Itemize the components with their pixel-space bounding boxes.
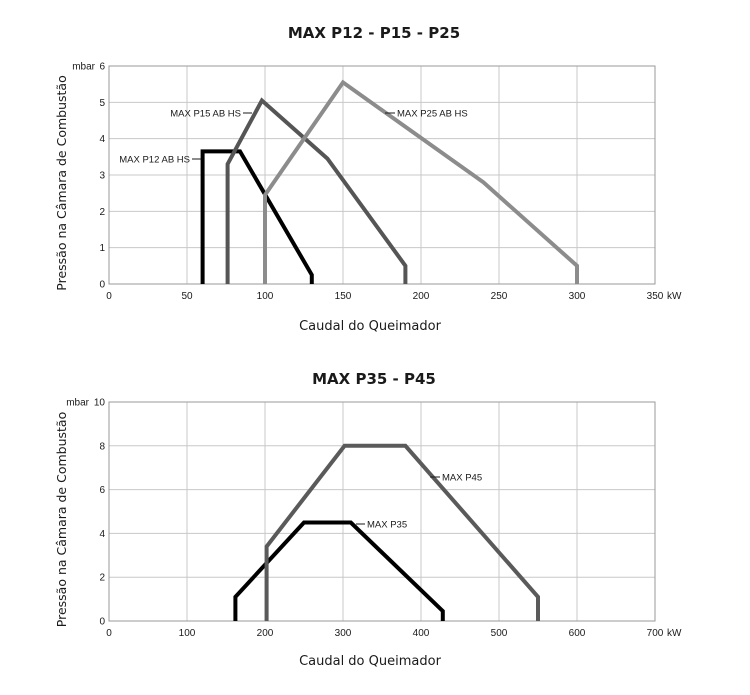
series-line-max-p25-ab-hs bbox=[263, 79, 579, 284]
x-tick-label: 300 bbox=[335, 628, 352, 639]
x-tick-label: 300 bbox=[569, 291, 586, 302]
x-tick-label: 200 bbox=[257, 628, 274, 639]
x-tick-label: 50 bbox=[181, 291, 193, 302]
x-tick-label: 600 bbox=[569, 628, 586, 639]
y-axis-label: Pressão na Câmara de Combustão bbox=[54, 412, 69, 627]
y-tick-label: 2 bbox=[99, 207, 105, 218]
y-tick-label: 4 bbox=[99, 529, 105, 540]
series-label: MAX P12 AB HS bbox=[119, 155, 190, 166]
series-line-max-p12-ab-hs bbox=[200, 149, 314, 284]
y-tick-label: 1 bbox=[99, 243, 105, 254]
plot-frame bbox=[108, 65, 656, 285]
x-tick-label: 200 bbox=[413, 291, 430, 302]
chart-title: MAX P12 - P15 - P25 bbox=[288, 24, 460, 42]
x-tick-label: 0 bbox=[106, 291, 112, 302]
x-tick-label: 500 bbox=[491, 628, 508, 639]
y-axis-label: Pressão na Câmara de Combustão bbox=[54, 75, 69, 290]
y-unit-label: mbar bbox=[72, 62, 95, 73]
y-tick-label: 0 bbox=[99, 280, 105, 291]
series-label: MAX P25 AB HS bbox=[397, 109, 468, 120]
y-tick-label: 6 bbox=[99, 485, 105, 496]
x-tick-label: 400 bbox=[413, 628, 430, 639]
y-unit-label: mbar bbox=[66, 398, 89, 409]
y-tick-label: 6 bbox=[99, 62, 105, 73]
x-tick-label: 150 bbox=[335, 291, 352, 302]
x-tick-label: 250 bbox=[491, 291, 508, 302]
y-tick-label: 8 bbox=[99, 441, 105, 452]
series-line-max-p45 bbox=[264, 443, 540, 621]
x-tick-label: 350 bbox=[647, 291, 664, 302]
chart-title: MAX P35 - P45 bbox=[312, 370, 436, 388]
x-tick-label: 0 bbox=[106, 628, 112, 639]
y-tick-label: 10 bbox=[94, 398, 106, 409]
series-label: MAX P45 bbox=[442, 473, 482, 484]
plot-frame bbox=[108, 401, 656, 622]
x-tick-label: 100 bbox=[257, 291, 274, 302]
y-tick-label: 0 bbox=[99, 617, 105, 628]
y-tick-label: 4 bbox=[99, 134, 105, 145]
x-axis-label: Caudal do Queimador bbox=[299, 654, 442, 669]
series-line-max-p15-ab-hs bbox=[225, 97, 408, 284]
y-tick-label: 3 bbox=[99, 171, 105, 182]
y-tick-label: 5 bbox=[99, 98, 105, 109]
series-line-max-p35 bbox=[233, 520, 445, 621]
x-tick-label: 700 bbox=[647, 628, 664, 639]
x-unit-label: kW bbox=[667, 628, 682, 639]
series-label: MAX P15 AB HS bbox=[170, 109, 241, 120]
y-tick-label: 2 bbox=[99, 573, 105, 584]
x-tick-label: 100 bbox=[179, 628, 196, 639]
chart-2: MAX P35 - P45 0 100 200 300 400 500 600 700 kW 0 2 4… bbox=[54, 370, 682, 669]
x-unit-label: kW bbox=[667, 291, 682, 302]
x-axis-label: Caudal do Queimador bbox=[299, 319, 442, 334]
series-label: MAX P35 bbox=[367, 520, 407, 531]
